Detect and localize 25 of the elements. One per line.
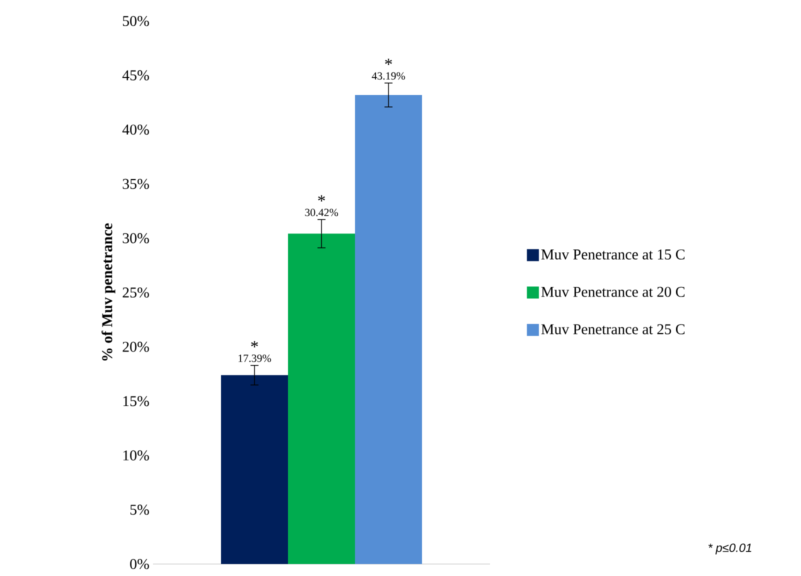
y-tick-label: 40%	[122, 124, 149, 135]
y-tick-label: 5%	[130, 504, 149, 515]
annotation: *	[318, 195, 325, 202]
y-tick-label: 25%	[122, 287, 149, 298]
legend-label: Muv Penetrance at 20 C	[541, 286, 684, 297]
y-tick-label: 10%	[123, 450, 149, 461]
data-label: 30.42%	[305, 208, 338, 216]
y-tick-label: 0%	[130, 558, 149, 570]
data-label: 17.39%	[238, 354, 272, 362]
y-axis-title: % of Muv penetrance	[102, 223, 116, 361]
y-tick-label: 50%	[122, 16, 149, 26]
legend-label: Muv Penetrance at 25 C	[541, 324, 684, 334]
y-tick-label: 20%	[122, 342, 149, 352]
y-tick-label: 30%	[122, 233, 149, 244]
legend-label: Muv Penetrance at 15 C	[541, 249, 684, 260]
annotation: *	[385, 58, 392, 65]
bar	[288, 234, 356, 564]
data-label: 43.19%	[372, 72, 406, 80]
text: * p≤0.01	[708, 544, 752, 554]
bar	[221, 375, 288, 564]
y-tick-label: 15%	[123, 396, 149, 406]
y-tick-label: 45%	[122, 70, 149, 80]
bar	[355, 94, 422, 564]
y-tick-label: 35%	[122, 178, 149, 190]
annotation: *	[251, 341, 258, 348]
